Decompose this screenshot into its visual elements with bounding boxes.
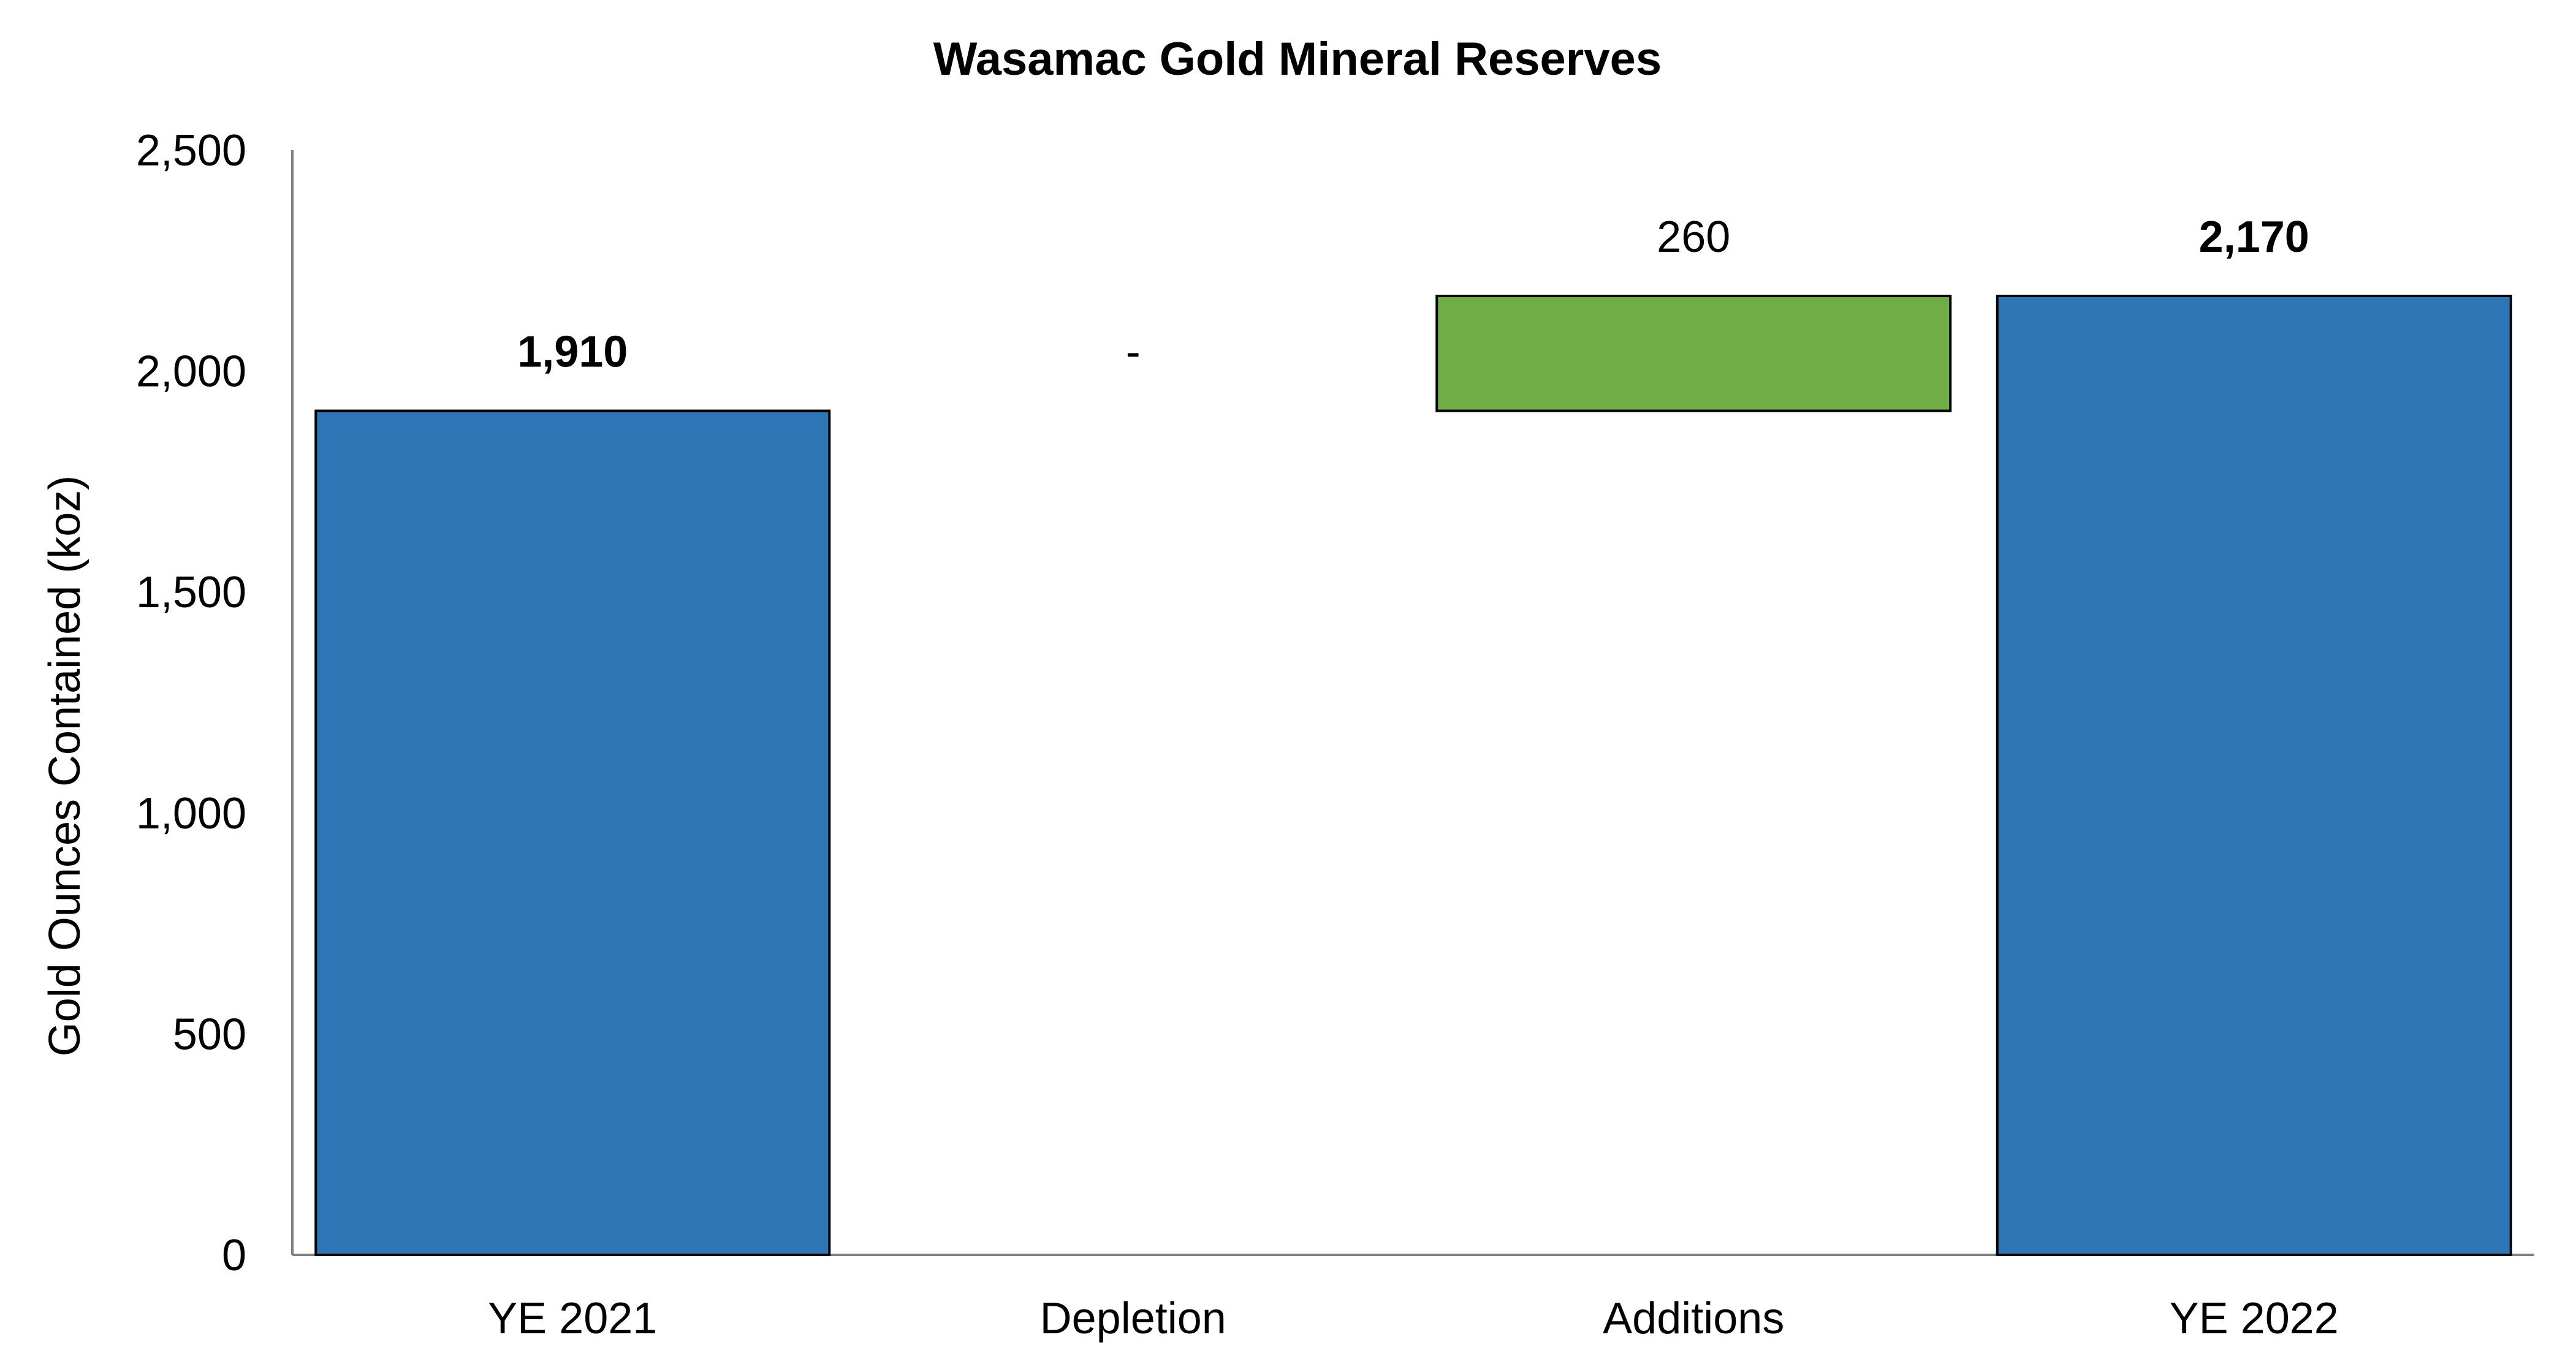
- y-tick-label: 1,000: [136, 789, 246, 838]
- data-label: 260: [1657, 213, 1730, 262]
- data-label: -: [1126, 328, 1141, 377]
- data-label: 2,170: [2199, 213, 2309, 262]
- bar: [314, 409, 831, 1256]
- chart-title: Wasamac Gold Mineral Reserves: [933, 33, 1662, 85]
- y-tick-label: 500: [173, 1010, 246, 1059]
- x-tick-label: YE 2022: [2170, 1294, 2339, 1343]
- data-label: 1,910: [517, 328, 628, 377]
- bar: [1435, 294, 1952, 412]
- y-tick-label: 2,500: [136, 126, 246, 175]
- y-tick-label: 1,500: [136, 568, 246, 617]
- x-tick-label: Depletion: [1040, 1294, 1226, 1343]
- plot-area: 0 500 1,000 1,500 2,000 2,500 1,910 YE 2021 - Dep…: [136, 126, 2534, 1343]
- x-tick-label: Additions: [1603, 1294, 1784, 1343]
- bar: [1996, 294, 2512, 1257]
- y-axis-label: Gold Ounces Contained (koz): [40, 475, 89, 1056]
- x-tick-label: YE 2021: [488, 1294, 657, 1343]
- y-tick-label: 0: [222, 1231, 246, 1280]
- y-tick-label: 2,000: [136, 347, 246, 396]
